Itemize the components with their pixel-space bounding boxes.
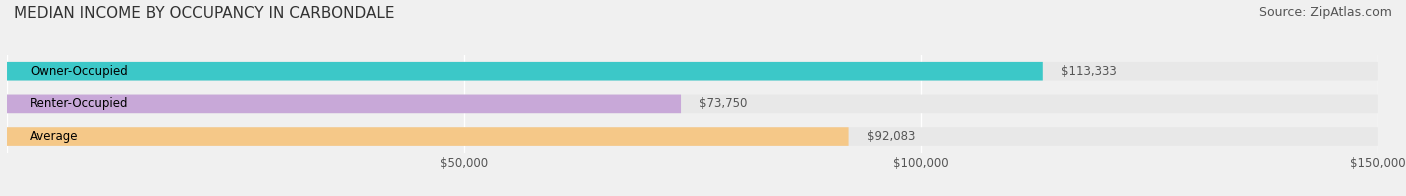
Text: Renter-Occupied: Renter-Occupied <box>30 97 128 110</box>
FancyBboxPatch shape <box>7 95 1378 113</box>
Text: $92,083: $92,083 <box>868 130 915 143</box>
Text: $73,750: $73,750 <box>699 97 748 110</box>
Text: MEDIAN INCOME BY OCCUPANCY IN CARBONDALE: MEDIAN INCOME BY OCCUPANCY IN CARBONDALE <box>14 6 395 21</box>
FancyBboxPatch shape <box>7 62 1043 81</box>
FancyBboxPatch shape <box>7 127 1378 146</box>
FancyBboxPatch shape <box>7 127 849 146</box>
FancyBboxPatch shape <box>7 62 1378 81</box>
Text: $113,333: $113,333 <box>1062 65 1116 78</box>
Text: Source: ZipAtlas.com: Source: ZipAtlas.com <box>1258 6 1392 19</box>
FancyBboxPatch shape <box>7 95 681 113</box>
Text: Owner-Occupied: Owner-Occupied <box>30 65 128 78</box>
Text: Average: Average <box>30 130 79 143</box>
